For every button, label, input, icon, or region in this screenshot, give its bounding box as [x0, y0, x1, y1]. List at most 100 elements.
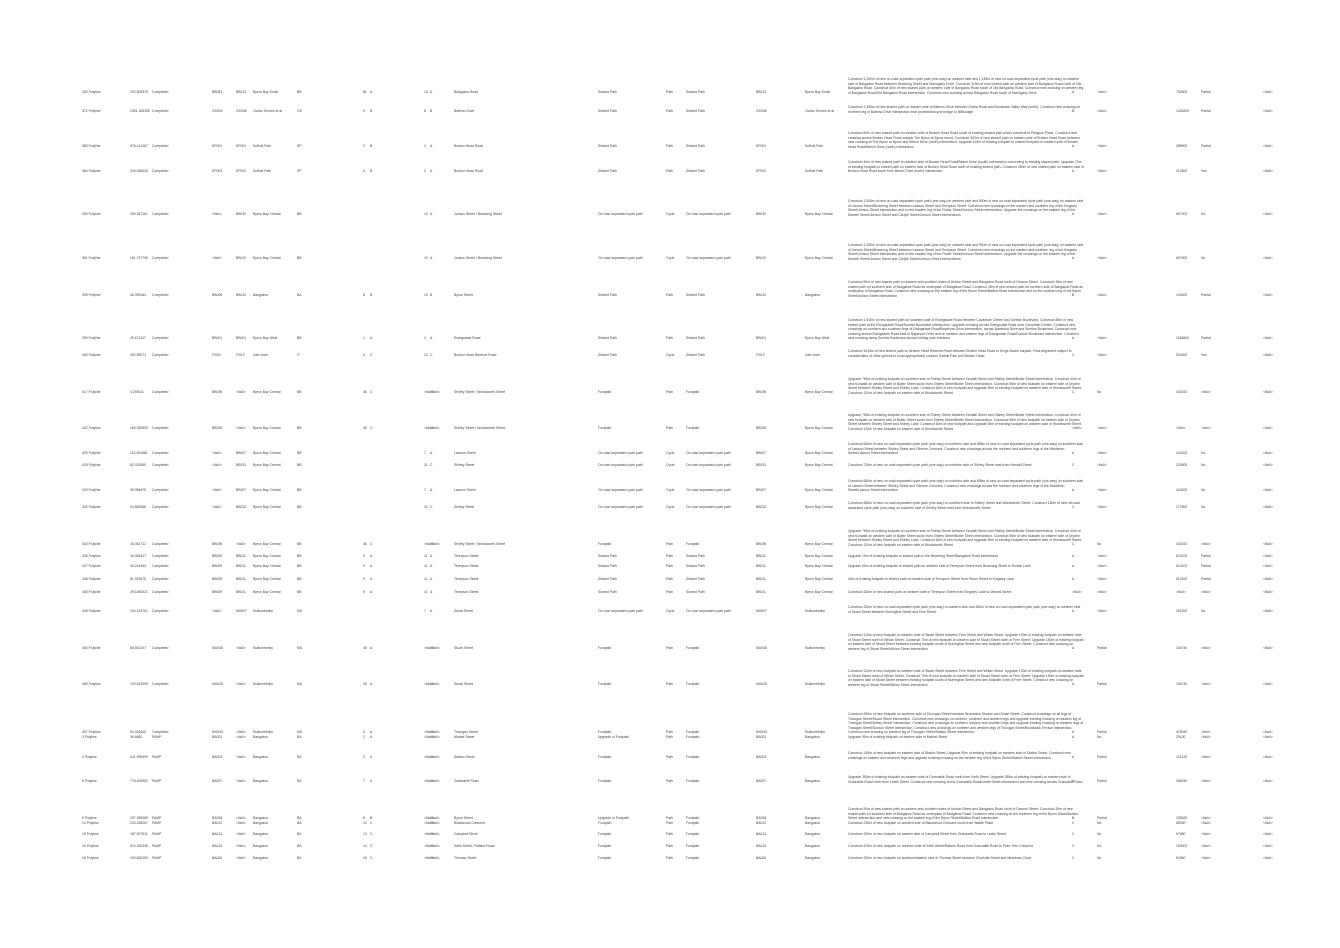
null-value: <Null>	[1263, 755, 1273, 759]
mode-type: Path	[666, 844, 673, 848]
rank-number: 9	[363, 109, 365, 113]
project-id: MU007	[236, 609, 247, 613]
facility-type: Footpath	[686, 682, 700, 686]
cost-value: 342020	[1176, 542, 1188, 546]
project-id: <Null>	[236, 390, 246, 394]
location-name: Mullumbimby	[805, 682, 825, 686]
row-id: 15 Polyline	[82, 832, 99, 836]
description-text: Construct 90m of new shared path on east…	[848, 807, 1079, 820]
row-id: 453 Polyline	[82, 646, 101, 650]
mode-type: Path	[666, 564, 673, 568]
length-value: 426.048333	[130, 169, 148, 173]
segment-class: B	[430, 293, 433, 297]
infrastructure-type: Footpath	[598, 730, 612, 734]
row-id: 432 Polyline	[82, 505, 101, 509]
area-code: BB	[297, 505, 302, 509]
status-value: Completed	[152, 590, 169, 594]
segment-class: <Null>	[430, 730, 440, 734]
group-id: <Null>	[212, 505, 222, 509]
segment-number: <Null>	[424, 426, 434, 430]
project-id: BB011	[236, 577, 246, 581]
project-id: BA010	[236, 293, 247, 297]
length-value: 68.662107	[130, 646, 147, 650]
link-id: IT010	[756, 353, 765, 357]
area-code: BA	[297, 779, 302, 783]
mode-type: Path	[666, 144, 673, 148]
facility-type: Footpath	[686, 542, 700, 546]
rank-class: B	[370, 293, 373, 297]
segment-class: A	[430, 144, 433, 148]
partial-flag: <Null>	[1201, 816, 1211, 820]
project-id: <Null>	[236, 735, 246, 739]
group-id: MU045	[212, 682, 223, 686]
facility-type: Shared Path	[686, 577, 705, 581]
area-name: Bangalow	[253, 735, 268, 739]
partial-flag: No	[1201, 212, 1206, 216]
location-name: Bangalow	[805, 844, 820, 848]
partial-flag: <Null>	[1201, 682, 1211, 686]
segment-number: 8	[424, 109, 426, 113]
segment-class: <Null>	[430, 779, 440, 783]
length-value: 46.399164	[130, 293, 147, 297]
facility-type: Footpath	[686, 856, 700, 860]
project-id: BB011	[236, 554, 246, 558]
row-id: 436 Polyline	[82, 554, 101, 558]
facility-type: On-road separated cycle path	[686, 505, 731, 509]
rank-class: A	[370, 90, 373, 94]
description-text: Construct 40m of new shared path on east…	[848, 160, 1084, 173]
project-id: BB032	[236, 505, 247, 509]
priority-rank: A	[1072, 564, 1075, 568]
infrastructure-type: Shared Path	[598, 590, 617, 594]
segment-class: A	[430, 609, 433, 613]
mode-type: Path	[666, 390, 673, 394]
street-name: Broken Head Road	[454, 169, 483, 173]
group-id: <Null>	[212, 488, 222, 492]
area-code: BB	[297, 554, 302, 558]
street-name: Tincogan Street	[454, 730, 478, 734]
mode-type: Path	[666, 832, 673, 836]
segment-class: A	[430, 256, 433, 260]
group-id: BA012	[212, 821, 223, 825]
infrastructure-type: Footpath	[598, 856, 612, 860]
group-id: BB009	[212, 577, 223, 581]
area-code: BB	[297, 488, 302, 492]
length-value: 202.809379	[130, 90, 148, 94]
funded-flag: Partial	[1097, 682, 1107, 686]
street-name: Jonson Street / Browning Street	[454, 212, 502, 216]
facility-type: Footpath	[686, 755, 700, 759]
area-name: Byron Bay Central	[253, 463, 281, 467]
null-value: <Null>	[1263, 353, 1273, 357]
partial-flag: <Null>	[1201, 844, 1211, 848]
infrastructure-type: Shared Path	[598, 554, 617, 558]
rank-class: A	[370, 646, 373, 650]
link-id: BA010	[756, 293, 767, 297]
location-name: Bangalow	[805, 779, 820, 783]
row-id: 330 Polyline	[82, 90, 101, 94]
priority-rank: C	[1072, 353, 1075, 357]
link-id: SP001	[756, 144, 767, 148]
status-value: Completed	[152, 90, 169, 94]
row-id: 391 Polyline	[82, 256, 101, 260]
area-name: Mullumbimby	[253, 609, 273, 613]
description-text: 40m of existing footpath to shared path …	[848, 577, 1015, 581]
area-code: SP	[297, 169, 302, 173]
rank-number: 36	[363, 542, 367, 546]
cost-value: 68030	[1176, 821, 1186, 825]
facility-type: Footpath	[686, 821, 700, 825]
street-name: Broken Head Road	[454, 144, 483, 148]
null-value: <Null>	[1263, 856, 1273, 860]
area-code: OS	[297, 109, 302, 113]
project-id: SP002	[236, 169, 247, 173]
group-id: BA026	[212, 856, 223, 860]
length-value: 492.55071	[130, 353, 147, 357]
area-code: BB	[297, 90, 302, 94]
cost-value: 424200	[1176, 488, 1188, 492]
area-code: BB	[297, 426, 302, 430]
location-name: Suffolk Park	[805, 144, 824, 148]
rank-number: 1	[363, 336, 365, 340]
null-value: <Null>	[1263, 390, 1273, 394]
status-value: PAMP	[152, 856, 162, 860]
null-value: <Null>	[1263, 821, 1273, 825]
status-value: PAMP	[152, 832, 162, 836]
street-name: Lawson Street	[454, 451, 476, 455]
